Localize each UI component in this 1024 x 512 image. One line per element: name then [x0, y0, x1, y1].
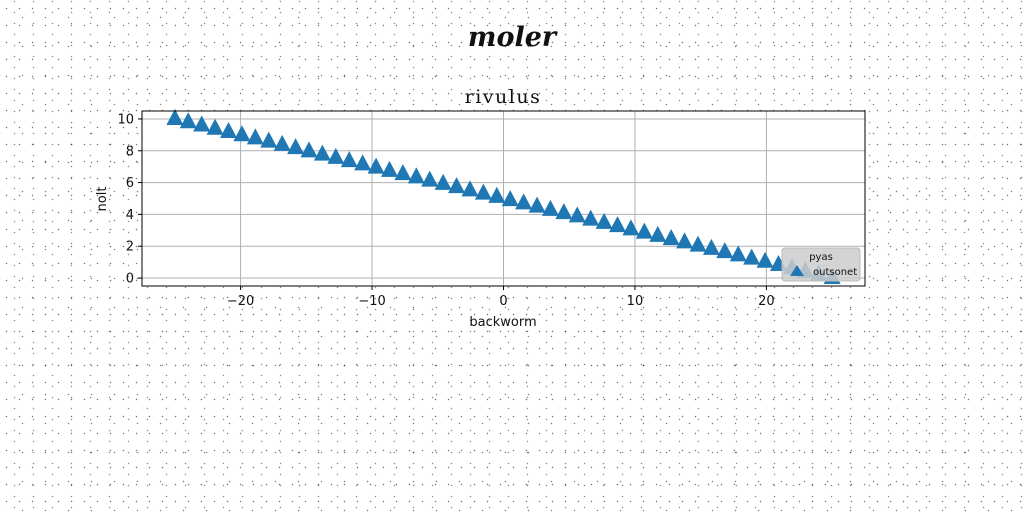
figure-title: moler — [467, 22, 557, 53]
data-point — [220, 121, 238, 138]
data-point — [501, 190, 519, 207]
data-point — [541, 199, 559, 216]
x-tick-label: 0 — [499, 294, 507, 309]
data-point — [340, 151, 358, 168]
data-point — [595, 212, 613, 229]
data-point — [702, 238, 720, 255]
y-tick-label: 0 — [126, 272, 134, 287]
data-point — [287, 138, 305, 155]
data-point — [622, 219, 640, 236]
x-axis-ticks: −20 −10 0 10 20 — [227, 286, 775, 309]
data-point — [166, 108, 184, 125]
data-point — [193, 115, 211, 132]
data-point — [515, 193, 533, 210]
data-point — [327, 147, 345, 164]
data-point — [689, 235, 707, 252]
data-point — [407, 167, 425, 184]
data-point — [448, 177, 466, 194]
data-point — [313, 144, 331, 161]
data-point — [756, 251, 774, 268]
legend-marker — [790, 265, 804, 276]
data-point — [421, 170, 439, 187]
x-axis-label: backworm — [469, 315, 536, 330]
y-tick-label: 2 — [126, 240, 134, 255]
legend: pyas outsonet — [781, 247, 861, 282]
data-point — [300, 141, 318, 158]
data-point — [474, 183, 492, 200]
data-point — [582, 209, 600, 226]
y-tick-label: 4 — [126, 208, 134, 223]
data-point — [206, 118, 224, 135]
data-point — [380, 160, 398, 177]
data-point — [528, 196, 546, 213]
data-point — [743, 248, 761, 265]
y-axis-ticks: 0 2 4 6 8 10 — [117, 112, 142, 287]
data-point — [649, 225, 667, 242]
data-point — [461, 180, 479, 197]
x-tick-label: 20 — [758, 294, 775, 309]
x-tick-label: −20 — [227, 294, 254, 309]
x-tick-label: −10 — [358, 294, 385, 309]
grid — [142, 111, 865, 286]
chart-title: rivulus — [465, 86, 542, 108]
data-point — [367, 157, 385, 174]
data-point — [394, 164, 412, 181]
data-point — [635, 222, 653, 239]
y-tick-label: 6 — [126, 176, 134, 191]
y-axis-label: nolt — [95, 187, 110, 212]
x-tick-label: 10 — [627, 294, 644, 309]
data-markers — [166, 108, 841, 285]
data-point — [273, 134, 291, 151]
data-point — [609, 216, 627, 233]
data-point — [354, 154, 372, 171]
data-point — [662, 229, 680, 246]
data-point — [246, 128, 264, 145]
data-point — [233, 125, 251, 142]
data-point — [676, 232, 694, 249]
legend-title: pyas — [809, 252, 833, 263]
data-point — [729, 245, 747, 262]
data-point — [555, 203, 573, 220]
y-tick-label: 8 — [126, 144, 134, 159]
legend-series-label: outsonet — [813, 267, 857, 278]
y-tick-label: 10 — [117, 112, 134, 127]
data-point — [434, 173, 452, 190]
data-point — [488, 186, 506, 203]
data-point — [260, 131, 278, 148]
data-point — [179, 112, 197, 129]
data-point — [716, 242, 734, 259]
data-point — [568, 206, 586, 223]
